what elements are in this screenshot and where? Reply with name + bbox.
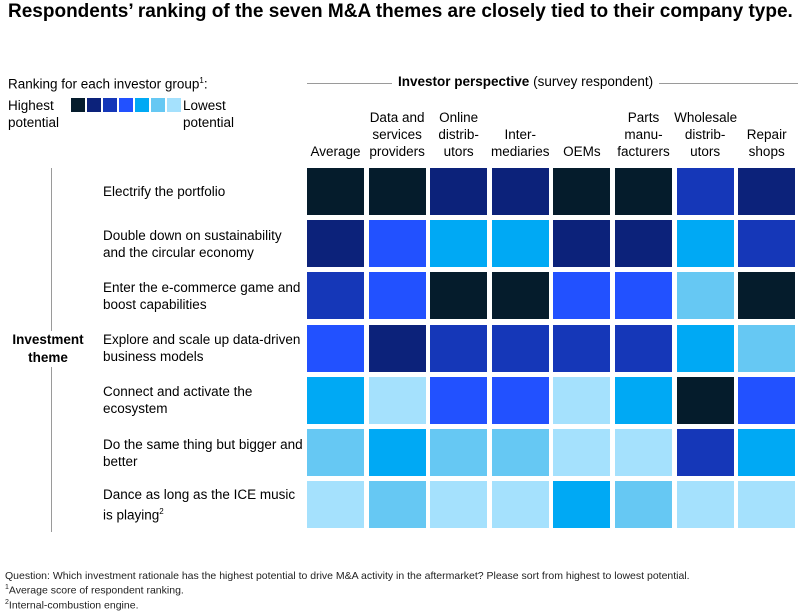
heatmap-cell-r4-c7 bbox=[676, 324, 734, 372]
perspective-header: Investor perspective (survey respondent) bbox=[392, 74, 660, 89]
legend-swatch-1 bbox=[71, 98, 85, 112]
heatmap-cell-r5-c7 bbox=[676, 376, 734, 424]
legend-swatch-3 bbox=[103, 98, 117, 112]
heatmap-cell-r7-c2 bbox=[368, 481, 426, 529]
heatmap-cell-r4-c1 bbox=[307, 324, 364, 372]
heatmap-cell-r3-c1 bbox=[307, 272, 364, 320]
column-header-4: Inter- mediaries bbox=[491, 127, 550, 159]
heatmap-cell-r5-c6 bbox=[615, 376, 672, 424]
heatmap-cell-r1-c5 bbox=[553, 168, 611, 215]
column-header-3: Online distrib- utors bbox=[438, 110, 479, 159]
heatmap-cell-r2-c6 bbox=[615, 220, 672, 268]
heatmap-cell-r3-c6 bbox=[615, 272, 672, 320]
heatmap-cell-r3-c7 bbox=[676, 272, 734, 320]
heatmap-cell-r5-c8 bbox=[738, 376, 796, 424]
heatmap-cell-r5-c1 bbox=[307, 376, 364, 424]
theme-axis-label: Investment theme bbox=[4, 331, 92, 367]
heatmap-cell-r4-c8 bbox=[738, 324, 796, 372]
heatmap-cell-r1-c7 bbox=[676, 168, 734, 215]
heatmap-cell-r4-c6 bbox=[615, 324, 672, 372]
heatmap-cell-r2-c8 bbox=[738, 220, 796, 268]
heatmap-cell-r1-c1 bbox=[307, 168, 364, 215]
heatmap-cell-r2-c2 bbox=[368, 220, 426, 268]
legend-swatch-4 bbox=[119, 98, 133, 112]
heatmap-cell-r1-c2 bbox=[368, 168, 426, 215]
heatmap-cell-r3-c4 bbox=[491, 272, 549, 320]
row-label-6: Do the same thing but bigger and better bbox=[103, 436, 303, 469]
heatmap-cell-r1-c6 bbox=[615, 168, 672, 215]
footnotes: Question: Which investment rationale has… bbox=[5, 570, 690, 611]
column-header-7: Wholesale distrib- utors bbox=[674, 110, 738, 159]
row-label-5: Connect and activate the ecosystem bbox=[103, 384, 253, 417]
heatmap-cell-r6-c5 bbox=[553, 429, 611, 476]
footnote-1: 1Average score of respondent ranking. bbox=[5, 584, 184, 597]
legend-swatch-5 bbox=[135, 98, 149, 112]
heatmap-cell-r4-c4 bbox=[491, 324, 549, 372]
heatmap-cell-r2-c4 bbox=[491, 220, 549, 268]
heatmap-cell-r7-c3 bbox=[430, 481, 488, 529]
row-label-3: Enter the e-commerce game and boost capa… bbox=[103, 279, 301, 312]
heatmap-cell-r7-c5 bbox=[553, 481, 611, 529]
heatmap-cell-r7-c7 bbox=[676, 481, 734, 529]
heatmap-cell-r7-c1 bbox=[307, 481, 364, 529]
heatmap-cell-r6-c4 bbox=[491, 429, 549, 476]
heatmap-cell-r4-c5 bbox=[553, 324, 611, 372]
legend-low-label: Lowest potential bbox=[183, 98, 235, 130]
legend-swatch-6 bbox=[151, 98, 165, 112]
heatmap-cell-r1-c3 bbox=[430, 168, 488, 215]
heatmap-cell-r4-c3 bbox=[430, 324, 488, 372]
question-note: Question: Which investment rationale has… bbox=[5, 570, 690, 582]
column-header-8: Repair shops bbox=[746, 127, 787, 159]
heatmap-cell-r1-c4 bbox=[491, 168, 549, 215]
heatmap-cell-r6-c2 bbox=[368, 429, 426, 476]
heatmap-cell-r7-c6 bbox=[615, 481, 672, 529]
footnote-2: 2Internal-combustion engine. bbox=[5, 598, 139, 612]
heatmap-cell-r1-c8 bbox=[738, 168, 796, 215]
heatmap-cell-r6-c1 bbox=[307, 429, 364, 476]
heatmap-cell-r2-c5 bbox=[553, 220, 611, 268]
row-label-2: Double down on sustainability and the ci… bbox=[103, 227, 282, 260]
heatmap-cell-r2-c3 bbox=[430, 220, 488, 268]
column-header-6: Parts manu- facturers bbox=[617, 110, 670, 159]
heatmap-cell-r3-c8 bbox=[738, 272, 796, 320]
heatmap-cell-r7-c8 bbox=[738, 481, 796, 529]
heatmap-cell-r5-c4 bbox=[491, 376, 549, 424]
heatmap-cell-r2-c1 bbox=[307, 220, 364, 268]
legend-high-label: Highest potential bbox=[8, 98, 60, 130]
legend-title: Ranking for each investor group1: bbox=[8, 76, 208, 92]
column-header-5: OEMs bbox=[563, 144, 601, 159]
heatmap-cell-r3-c3 bbox=[430, 272, 488, 320]
heatmap-cell-r5-c3 bbox=[430, 376, 488, 424]
heatmap-cell-r6-c6 bbox=[615, 429, 672, 476]
chart-title: Respondents’ ranking of the seven M&A th… bbox=[8, 1, 793, 22]
column-header-2: Data and services providers bbox=[369, 110, 425, 159]
column-header-1: Average bbox=[310, 144, 361, 159]
heatmap-cell-r4-c2 bbox=[368, 324, 426, 372]
legend-swatches bbox=[71, 98, 181, 112]
legend-swatch-2 bbox=[87, 98, 101, 112]
heatmap-cell-r3-c2 bbox=[368, 272, 426, 320]
heatmap-cell-r5-c2 bbox=[368, 376, 426, 424]
row-label-7: Dance as long as the ICE music is playin… bbox=[103, 486, 296, 523]
heatmap-cell-r5-c5 bbox=[553, 376, 611, 424]
heatmap-cell-r2-c7 bbox=[676, 220, 734, 268]
heatmap-cell-r3-c5 bbox=[553, 272, 611, 320]
row-label-4: Explore and scale up data-driven busines… bbox=[103, 332, 301, 365]
heatmap-cell-r6-c7 bbox=[676, 429, 734, 476]
heatmap-cell-r6-c3 bbox=[430, 429, 488, 476]
legend-swatch-7 bbox=[167, 98, 181, 112]
heatmap-cell-r6-c8 bbox=[738, 429, 796, 476]
heatmap-cell-r7-c4 bbox=[491, 481, 549, 529]
row-label-1: Electrify the portfolio bbox=[103, 184, 226, 199]
